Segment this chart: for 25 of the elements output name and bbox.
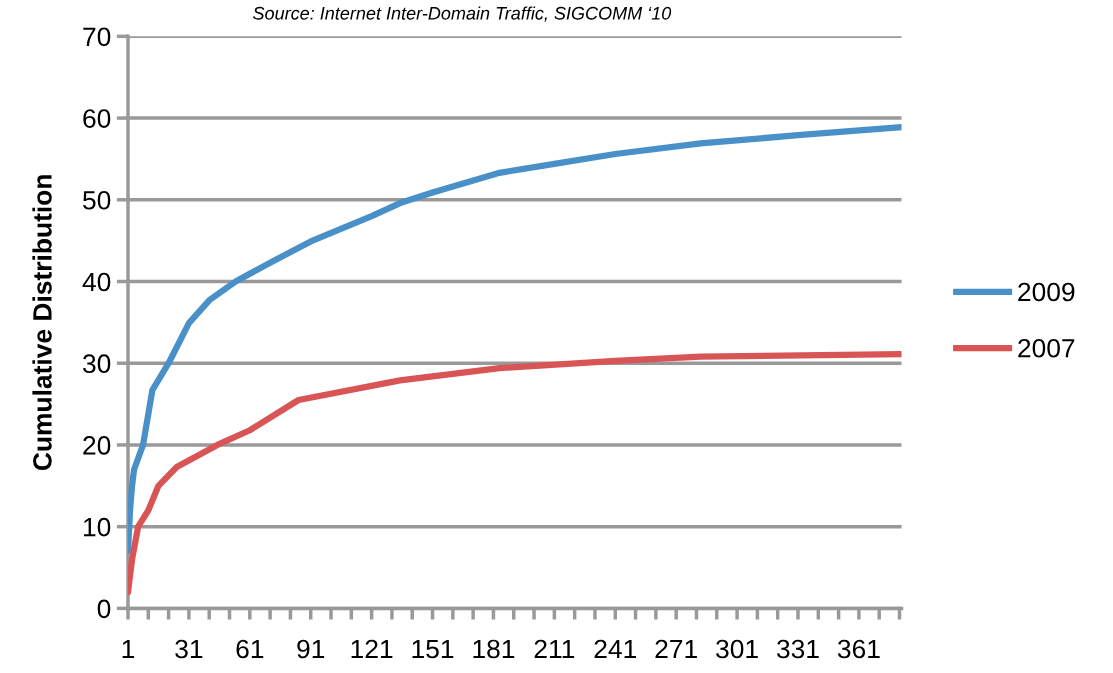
x-tick-label: 91: [297, 639, 325, 659]
y-tick-label: 10: [83, 517, 111, 537]
x-tick-label: 211: [534, 639, 575, 659]
y-axis-title: Cumulative Distribution: [32, 175, 52, 471]
y-tick-label: 40: [82, 272, 111, 292]
x-tick-label: 361: [837, 639, 880, 659]
x-tick-label: 331: [776, 639, 819, 659]
legend-label: 2009: [1018, 282, 1075, 302]
legend-label: 2007: [1018, 338, 1075, 358]
y-tick-label: 50: [83, 190, 111, 210]
x-tick-label: 1: [122, 639, 135, 659]
y-tick-label: 60: [83, 109, 111, 128]
x-tick-label: 31: [175, 639, 203, 659]
x-tick-label: 181: [473, 639, 515, 659]
x-tick-label: 151: [412, 639, 454, 659]
x-tick-label: 61: [236, 639, 264, 659]
y-tick-label: 70: [83, 27, 111, 47]
x-tick-label: 121: [351, 639, 393, 659]
y-tick-label: 30: [82, 354, 111, 374]
y-tick-label: 0: [97, 599, 111, 619]
source-note: Source: Internet Inter-Domain Traffic, SIGCOMM ‘10: [253, 6, 672, 22]
y-tick-label: 20: [83, 436, 111, 455]
x-tick-label: 241: [594, 639, 636, 659]
x-tick-label: 271: [655, 639, 697, 659]
x-tick-label: 301: [716, 639, 758, 659]
